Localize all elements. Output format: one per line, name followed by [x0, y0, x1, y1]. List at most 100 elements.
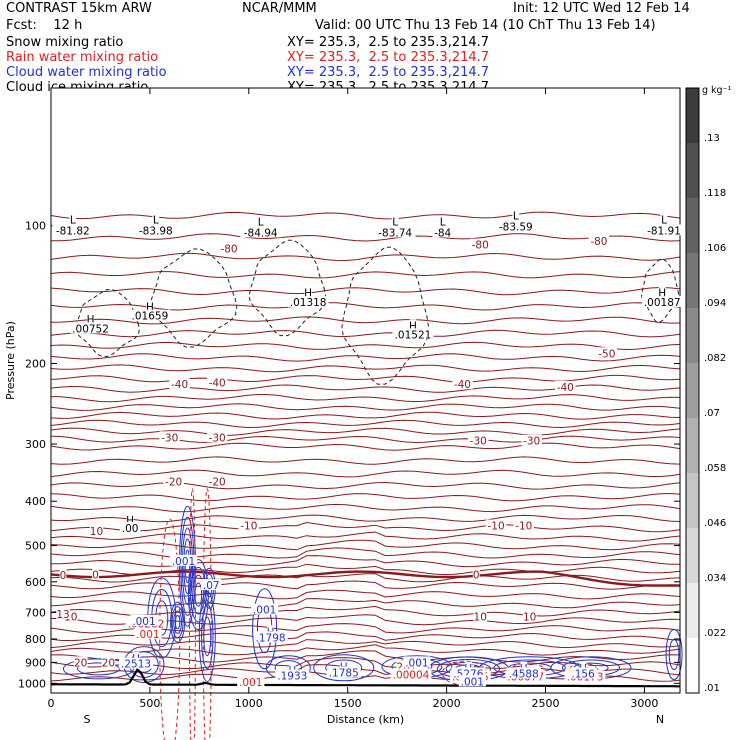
- temperature-contour: [50, 573, 681, 583]
- field-xy-cloud-water: XY= 235.3, 2.5 to 235.3,214.7: [287, 65, 490, 80]
- temperature-label-bg: [63, 610, 78, 622]
- temperature-contour: [50, 341, 681, 351]
- snow-extremum-value-bg: [374, 226, 416, 238]
- colorbar-frame: [685, 87, 700, 694]
- snow-extremum-value-bg: [70, 322, 111, 334]
- snow-extremum-type: L: [440, 217, 446, 229]
- cloud-water-contour: [62, 658, 134, 680]
- colorbar-tick-label: .022: [704, 628, 726, 639]
- temperature-contour: [50, 427, 681, 436]
- cloud-water-extremum-type-bg: [288, 663, 296, 675]
- snow-extremum-type-bg: [409, 319, 417, 331]
- rain-extremum-value-bg: [134, 627, 162, 639]
- temperature-label: -10: [240, 521, 257, 533]
- temperature-label: -20: [165, 476, 182, 488]
- snow-contour: [149, 248, 238, 348]
- temperature-label-bg: [485, 519, 507, 531]
- temperature-label-bg: [596, 347, 618, 359]
- temperature-contour: [50, 435, 681, 444]
- temperature-label-bg: [59, 569, 67, 581]
- cloud-water-contour: [76, 662, 120, 676]
- cloud-water-contour: [184, 549, 191, 584]
- temperature-label-bg: [396, 660, 410, 672]
- plot-area: [51, 88, 680, 693]
- temperature-contour: [50, 374, 681, 383]
- snow-extremum-value: -83.98: [139, 225, 173, 237]
- snow-extremum-type: L: [258, 217, 264, 229]
- snow-extremum-value-bg: [129, 309, 171, 321]
- snow-extremum-value-bg: [432, 226, 453, 238]
- temperature-label: -50: [598, 348, 615, 360]
- cloud-water-extremum-value: .001: [172, 556, 195, 568]
- plot-frame: [50, 87, 681, 694]
- colorbar-segment: [686, 473, 699, 528]
- temperature-label: -30: [161, 432, 178, 444]
- rain-extremum-type-bg: [407, 662, 415, 674]
- temperature-contour: [50, 329, 681, 338]
- snow-extremum-value: .01318: [290, 297, 327, 309]
- snow-extremum-type-bg: [69, 213, 77, 225]
- temperature-label: 10: [523, 612, 536, 624]
- colorbar-segment: [686, 583, 699, 638]
- colorbar-segment: [686, 88, 699, 143]
- colorbar-tick-label: .01: [704, 683, 720, 694]
- field-xy-rain: XY= 235.3, 2.5 to 235.3,214.7: [287, 50, 490, 65]
- valid-time: Valid: 00 UTC Thu 13 Feb 14 (10 ChT Thu …: [315, 18, 656, 33]
- snow-extremum-value: -81.82: [56, 225, 90, 237]
- colorbar-segment: [686, 528, 699, 583]
- snow-extremum-value-bg: [643, 224, 685, 236]
- colorbar-segment: [686, 418, 699, 473]
- freezing-level-contour: [50, 570, 680, 587]
- temperature-label: 13: [56, 609, 69, 621]
- init-time: Init: 12 UTC Wed 12 Feb 14: [513, 1, 690, 16]
- snow-extremum-value: -83.74: [378, 227, 412, 239]
- cloud-water-contour: [180, 516, 195, 616]
- temperature-label-bg: [473, 610, 488, 622]
- cloud-water-extremum-value: .1798: [256, 632, 286, 644]
- cloud-water-extremum-value-bg: [130, 614, 158, 626]
- snow-extremum-value-bg: [119, 521, 141, 533]
- snow-contour: [341, 246, 430, 385]
- cloud-water-extremum-value-bg: [569, 667, 597, 679]
- snow-extremum-type-bg: [304, 286, 312, 298]
- colorbar-segment: [686, 308, 699, 363]
- cloud-water-extremum-value-bg: [458, 675, 486, 687]
- snow-extremum-value-bg: [392, 328, 434, 340]
- rain-water-contour: [202, 488, 212, 740]
- cloud-water-extremum-value: .2513: [121, 659, 151, 671]
- temperature-label: 20: [102, 657, 115, 669]
- temperature-label-bg: [238, 519, 259, 531]
- temperature-contour: [50, 456, 681, 465]
- colorbar-tick-label: .058: [704, 463, 726, 474]
- cloud-water-extremum-type-bg: [340, 660, 348, 672]
- temperature-label: -40: [209, 377, 226, 389]
- snow-extremum-type-bg: [152, 213, 160, 225]
- cloud-water-extremum-value: .1785: [329, 667, 359, 679]
- snow-extremum-value: -81.91: [647, 225, 681, 237]
- cloud-water-contour: [203, 616, 212, 657]
- snow-extremum-value: .00752: [72, 323, 109, 335]
- cloud-water-extremum-value: .001: [405, 657, 428, 669]
- temperature-contour: [51, 555, 681, 568]
- temperature-label: 20: [74, 657, 87, 669]
- temperature-label-bg: [169, 378, 190, 390]
- temperature-label-bg: [101, 656, 116, 668]
- cloud-water-extremum-value-bg: [201, 579, 222, 591]
- cloud-water-extremum-value: .001: [461, 676, 484, 688]
- snow-extremum-value-bg: [495, 220, 537, 232]
- cloud-water-extremum-value-bg: [451, 667, 486, 679]
- temperature-contour: [50, 514, 681, 523]
- temperature-label-bg: [521, 434, 542, 446]
- temperature-label-bg: [468, 434, 489, 446]
- x-tick-label: 1500: [334, 697, 362, 710]
- y-tick-label: 900: [25, 656, 46, 669]
- snow-extremum-type: H: [409, 320, 417, 332]
- temperature-label-bg: [218, 242, 240, 254]
- snow-extremum-type: H: [146, 301, 154, 313]
- cloud-water-contour: [198, 590, 216, 682]
- x-tick-label: 0: [48, 697, 55, 710]
- temperature-contour: [50, 598, 681, 609]
- temperature-label-bg: [555, 380, 576, 392]
- cloud-water-extremum-type-bg: [579, 661, 587, 673]
- cloud-water-extremum-value: .001: [253, 605, 276, 617]
